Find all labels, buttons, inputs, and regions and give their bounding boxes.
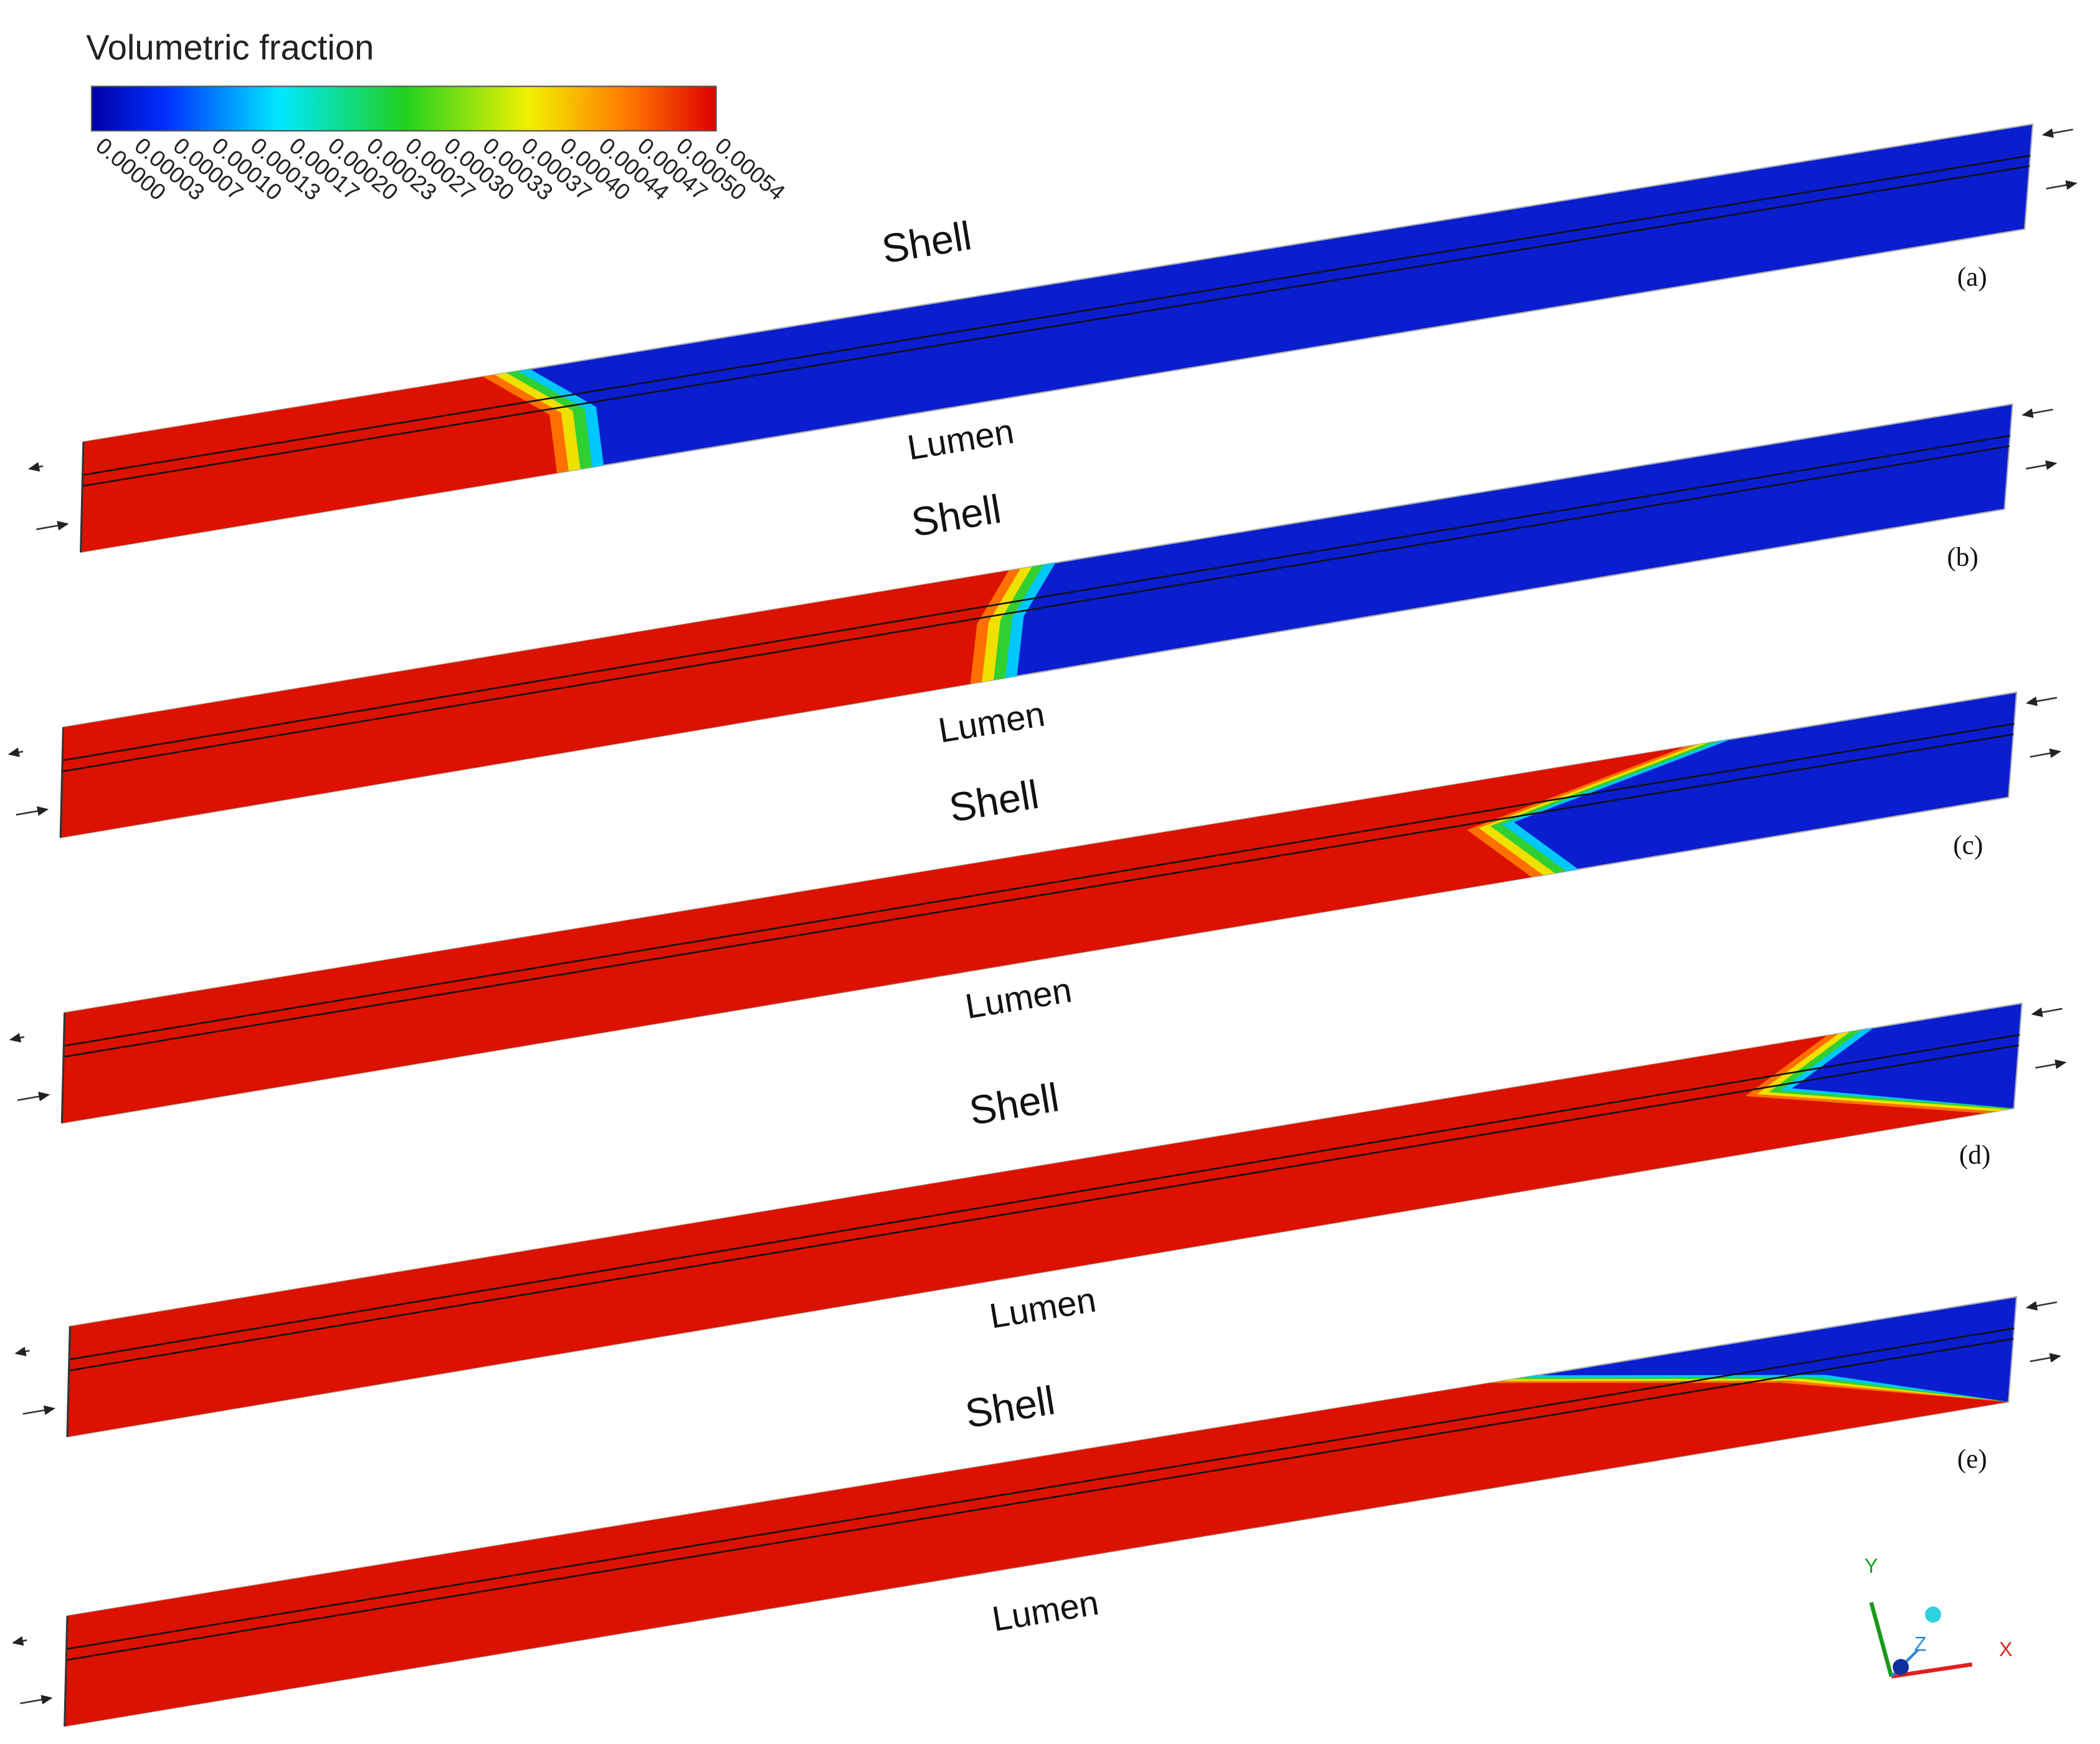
lumen-label: Lumen	[987, 1280, 1099, 1336]
axis-triad	[1869, 1601, 1973, 1679]
lumen-label: Lumen	[989, 1583, 1101, 1639]
panel-label: (a)	[1957, 262, 1987, 292]
flow-arrow	[16, 806, 49, 816]
flow-arrow	[2030, 1353, 2061, 1363]
front-band	[60, 570, 1009, 838]
shell-label: Shell	[966, 1074, 1062, 1133]
lumen-label: Lumen	[936, 694, 1048, 750]
membrane-line	[82, 155, 2031, 476]
shell-label: Shell	[878, 212, 974, 272]
shell-label: Shell	[908, 486, 1004, 545]
flow-arrow	[2025, 1301, 2058, 1311]
membrane-line	[63, 733, 2014, 1058]
panel-label: (c)	[1953, 830, 1983, 860]
panel: Shell Lumen (c)	[9, 691, 2061, 1124]
front-band	[67, 1036, 1985, 1437]
flow-arrow	[7, 747, 23, 757]
flow-arrow	[2022, 408, 2053, 418]
shell-label: Shell	[946, 771, 1042, 831]
colorbar	[90, 85, 717, 132]
panel-label: (d)	[1959, 1140, 1990, 1170]
edge	[80, 442, 85, 553]
shell-label: Shell	[962, 1377, 1058, 1436]
flow-arrow	[12, 1636, 27, 1646]
membrane-line	[62, 434, 2010, 761]
panel: Shell Lumen (e)	[12, 1295, 2061, 1727]
flow-arrow	[36, 520, 69, 531]
edge	[59, 727, 65, 838]
membrane-line	[69, 1044, 2019, 1371]
membrane-line	[66, 1327, 2015, 1650]
membrane-line	[64, 723, 2015, 1047]
flow-arrow	[22, 1405, 55, 1415]
front-band	[64, 1383, 2009, 1727]
flow-arrow	[2030, 748, 2061, 758]
edge	[60, 1013, 66, 1123]
edge	[64, 1616, 69, 1727]
edge	[66, 1326, 71, 1437]
colorbar-title: Volumetric fraction	[86, 27, 374, 67]
membrane-line	[82, 165, 2030, 487]
front-band	[80, 376, 558, 553]
lumen-label: Lumen	[962, 970, 1075, 1026]
panel: Shell Lumen (d)	[14, 1002, 2067, 1438]
axis-x-label: X	[1999, 1638, 2013, 1661]
flow-arrow	[27, 462, 44, 472]
flow-arrow	[20, 1695, 53, 1705]
panel-label: (b)	[1947, 542, 1978, 572]
membrane-line	[66, 1338, 2014, 1661]
membrane-line	[69, 1034, 2020, 1361]
flow-arrow	[9, 1032, 25, 1043]
flow-arrow	[2025, 696, 2058, 707]
flow-arrow	[2041, 128, 2074, 138]
flow-arrow	[2031, 1008, 2063, 1017]
panel-label: (e)	[1957, 1444, 1987, 1474]
flow-arrow	[14, 1346, 30, 1356]
panel: Shell Lumen (b)	[7, 403, 2058, 839]
axis-z-label: Z	[1914, 1633, 1927, 1656]
membrane-line	[62, 445, 2010, 773]
flow-arrow	[2035, 1059, 2067, 1069]
flow-arrow	[17, 1092, 50, 1102]
front-band	[62, 746, 1685, 1123]
lumen-label: Lumen	[905, 411, 1017, 467]
axis-y-label: Y	[1865, 1555, 1878, 1577]
flow-arrow	[2046, 180, 2078, 190]
flow-arrow	[2025, 460, 2058, 470]
